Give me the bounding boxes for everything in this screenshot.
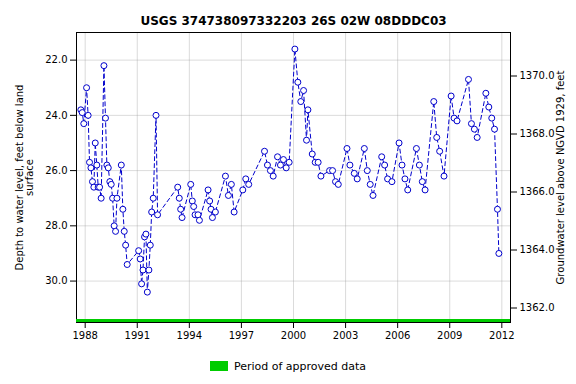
svg-text:1997: 1997 — [229, 330, 254, 341]
svg-text:2009: 2009 — [437, 330, 462, 341]
svg-text:1370.0: 1370.0 — [520, 70, 555, 81]
svg-text:2003: 2003 — [333, 330, 358, 341]
svg-text:1994: 1994 — [177, 330, 202, 341]
svg-text:24.0: 24.0 — [45, 110, 67, 121]
html-text:Period of approved data: Period of approved data — [233, 359, 367, 373]
svg-text:Depth to water level, feet bel: Depth to water level, feet below landsur… — [14, 85, 35, 271]
svg-text:2012: 2012 — [489, 330, 514, 341]
svg-text:1366.0: 1366.0 — [520, 186, 555, 197]
svg-text:26.0: 26.0 — [45, 165, 67, 176]
svg-text:Groundwater level above NGVD 1: Groundwater level above NGVD 1929, feet — [555, 71, 566, 285]
svg-text:1362.0: 1362.0 — [520, 302, 555, 313]
svg-text:30.0: 30.0 — [45, 275, 67, 286]
svg-text:1368.0: 1368.0 — [520, 128, 555, 139]
svg-text:1991: 1991 — [125, 330, 150, 341]
svg-text:28.0: 28.0 — [45, 220, 67, 231]
svg-text:2006: 2006 — [385, 330, 410, 341]
svg-text:USGS 374738097332203 26S 02W 0: USGS 374738097332203 26S 02W 08DDDC03 — [140, 14, 446, 28]
svg-text:2000: 2000 — [281, 330, 306, 341]
svg-text:1988: 1988 — [72, 330, 97, 341]
svg-text:22.0: 22.0 — [45, 54, 67, 65]
svg-text:1364.0: 1364.0 — [520, 244, 555, 255]
